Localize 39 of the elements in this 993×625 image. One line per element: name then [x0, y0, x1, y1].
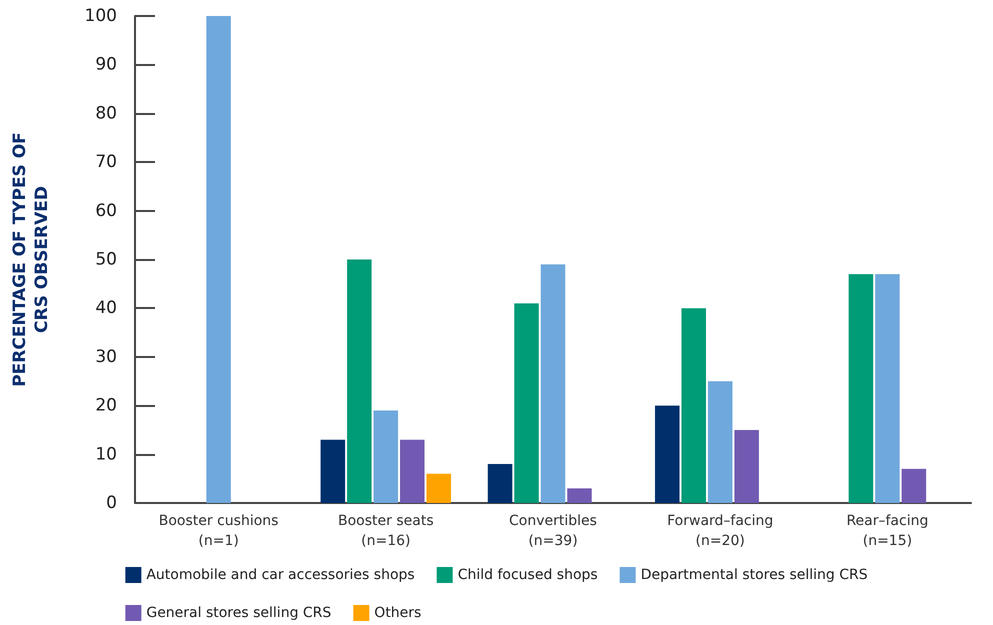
bar: [514, 303, 539, 503]
y-tick-label: 70: [95, 152, 117, 172]
bar: [540, 264, 566, 503]
bar: [400, 440, 425, 503]
bar: [488, 464, 512, 503]
bar: [567, 488, 592, 503]
y-tick-label: 10: [95, 444, 117, 464]
legend-label: Automobile and car accessories shops: [146, 567, 415, 583]
y-tick-label: 0: [106, 493, 117, 513]
legend-label: Others: [374, 605, 422, 621]
legend-label: Child focused shops: [458, 567, 598, 583]
legend-label: General stores selling CRS: [146, 605, 332, 621]
bar: [681, 308, 706, 503]
x-tick-label: Convertibles (n=39): [509, 513, 597, 549]
bar: [654, 406, 680, 503]
y-tick-label: 100: [84, 6, 117, 26]
bar: [848, 274, 874, 503]
y-tick-label: 20: [95, 396, 117, 416]
bar: [347, 260, 372, 503]
bar: [206, 16, 231, 503]
y-tick-label: 50: [95, 250, 117, 270]
x-tick-label: Booster cushions (n=1): [158, 513, 278, 549]
y-tick-label: 30: [95, 346, 117, 367]
y-tick-label: 40: [95, 298, 117, 318]
x-tick-label: Forward–facing (n=20): [667, 513, 774, 549]
bar: [320, 440, 346, 503]
bar: [902, 468, 926, 503]
legend-label: Departmental stores selling CRS: [640, 567, 868, 583]
y-tick-label: 80: [95, 103, 117, 124]
bar: [426, 474, 452, 503]
bar: [708, 381, 732, 503]
y-tick-label: 60: [95, 200, 117, 221]
bar: [374, 410, 398, 503]
y-axis-title: PERCENTAGE OF TYPES OF CRS OBSERVED: [10, 132, 52, 387]
bar: [734, 430, 759, 503]
x-tick-label: Booster seats (n=16): [338, 513, 434, 549]
y-tick-label: 90: [95, 54, 117, 75]
x-tick-label: Rear–facing (n=15): [846, 513, 928, 549]
bar: [875, 274, 900, 503]
